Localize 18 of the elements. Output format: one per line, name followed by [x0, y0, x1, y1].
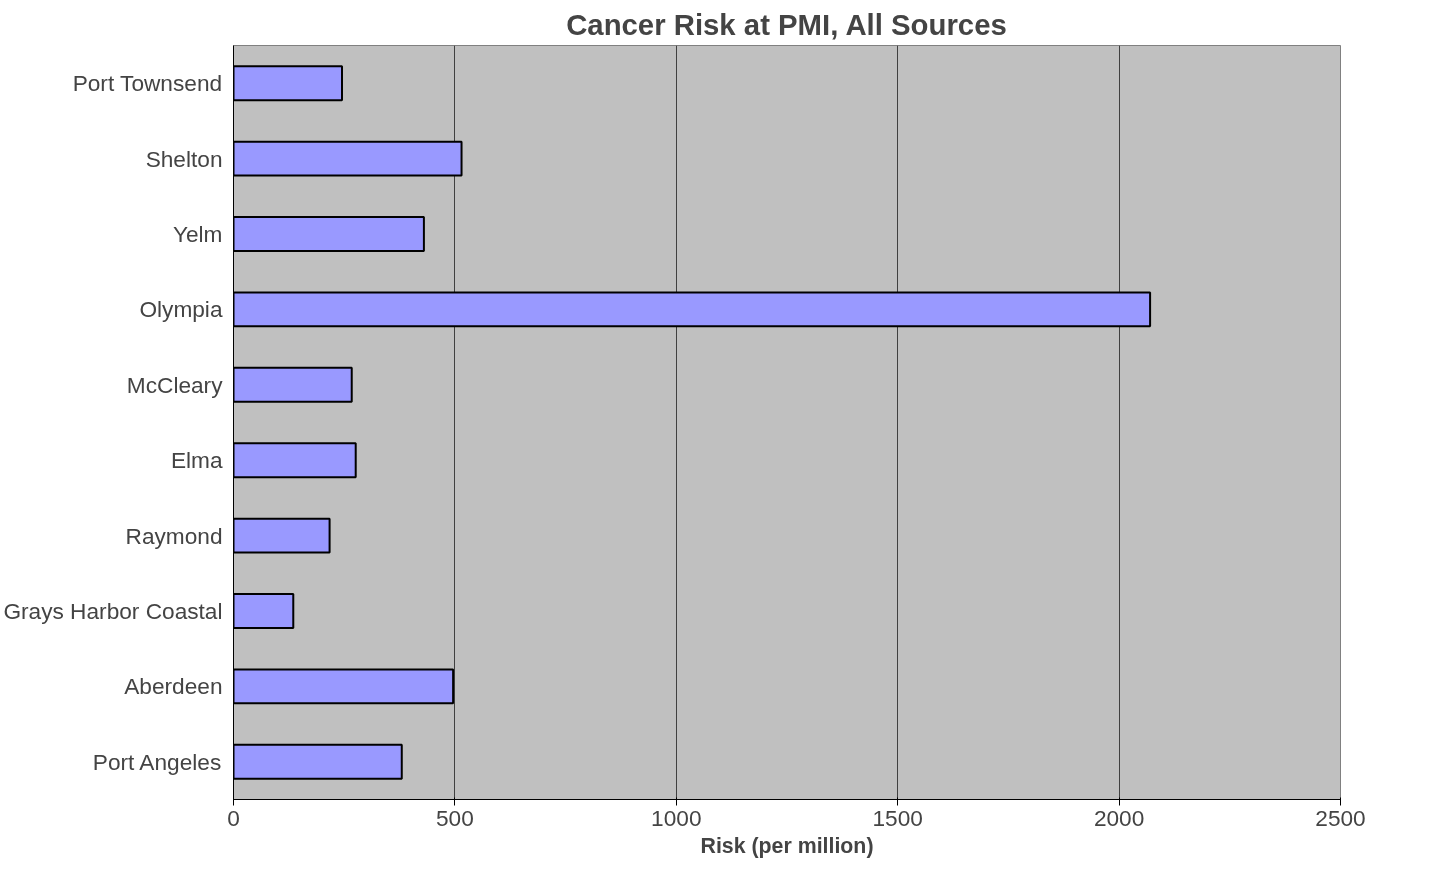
y-tick-label: Port Angeles — [92, 748, 222, 775]
x-tick-label: 2000 — [1093, 804, 1145, 831]
x-tick-label: 1500 — [872, 804, 923, 831]
y-tick-label: Yelm — [172, 221, 223, 247]
y-tick-label: Aberdeen — [124, 673, 223, 700]
y-tick-label: Port Townsend — [72, 70, 223, 97]
y-tick-label: Grays Harbor Coastal — [3, 598, 223, 624]
y-tick-label: Raymond — [125, 522, 223, 549]
x-axis-title: Risk (per million) — [700, 833, 874, 858]
chart-title: Cancer Risk at PMI, All Sources — [566, 7, 1007, 41]
y-tick-label: Olympia — [139, 296, 223, 323]
y-tick-label: Shelton — [145, 145, 223, 172]
x-tick-label: 1000 — [651, 804, 702, 831]
x-tick-label: 0 — [227, 804, 240, 831]
y-tick-label: McCleary — [126, 371, 224, 398]
x-tick-label: 500 — [436, 804, 474, 831]
x-tick-label: 2500 — [1315, 804, 1366, 831]
y-tick-label: Elma — [170, 447, 223, 474]
